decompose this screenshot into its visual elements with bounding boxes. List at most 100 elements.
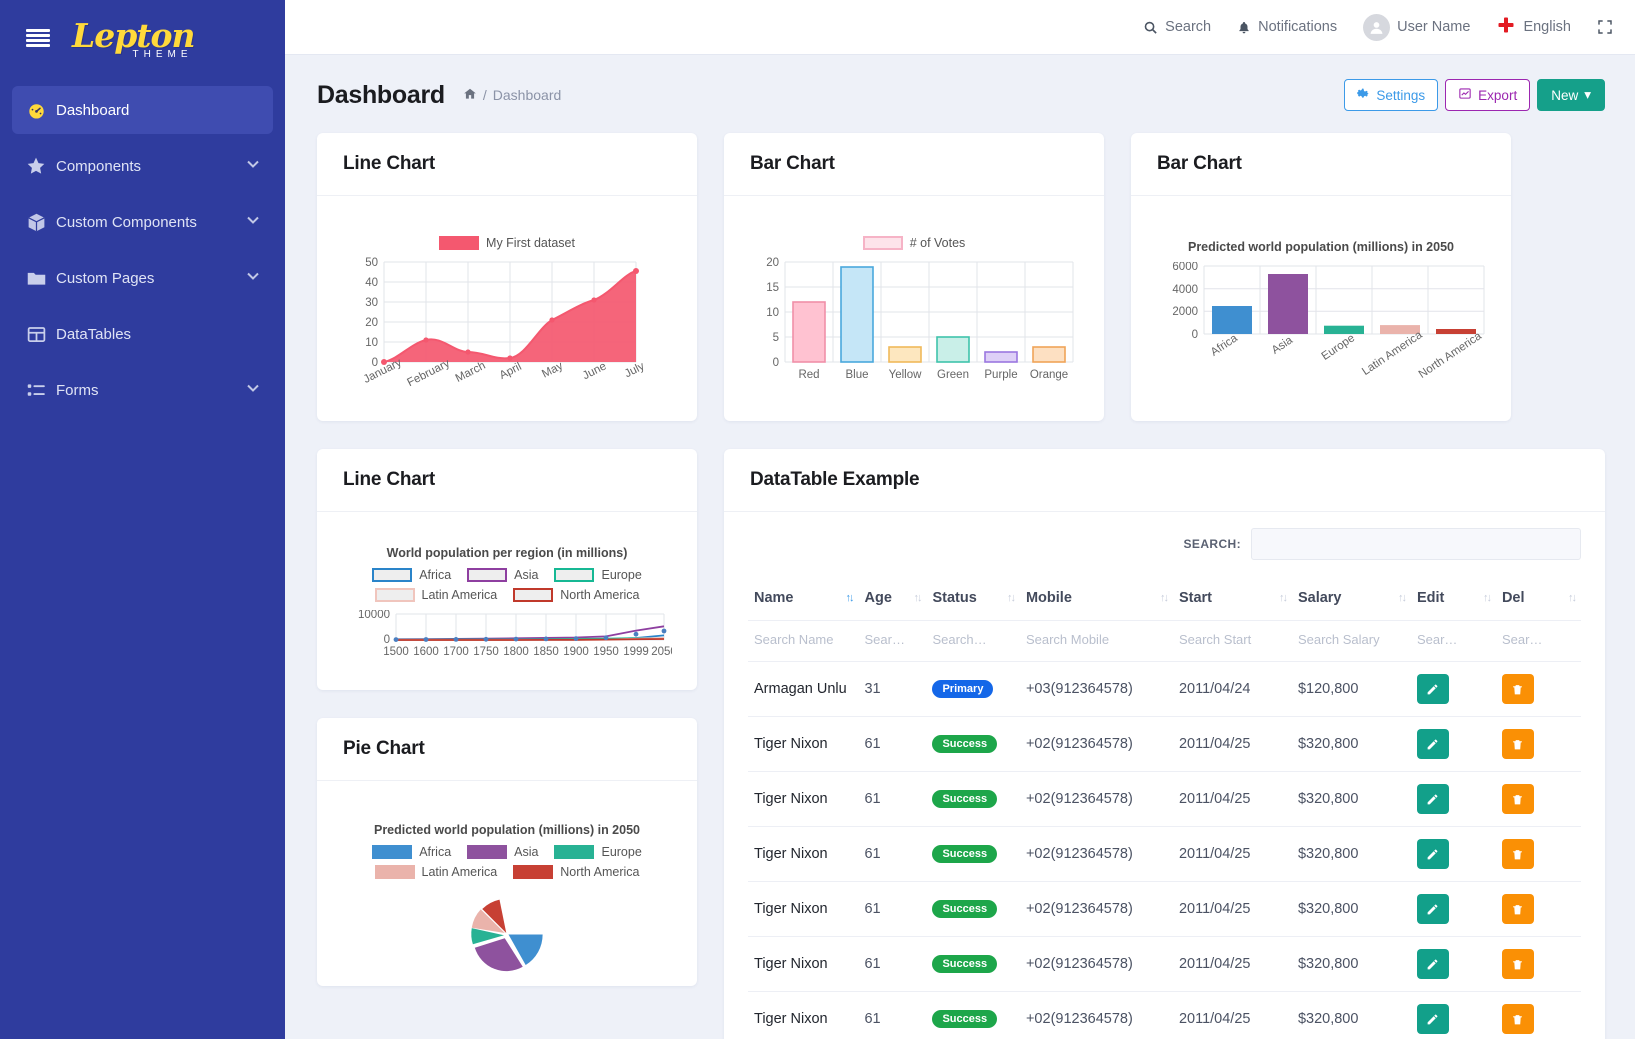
sidebar-nav: Dashboard Components Custom Components (0, 86, 285, 414)
delete-button[interactable] (1501, 839, 1534, 869)
settings-button[interactable]: Settings (1344, 79, 1439, 111)
legend-item[interactable]: Latin America (374, 865, 497, 879)
legend-item[interactable]: North America (513, 865, 639, 879)
cell-mobile: +03(912364578) (1025, 681, 1133, 697)
col-header-edit[interactable]: Edit ↑↓ (1411, 580, 1496, 621)
cell-del (1496, 992, 1581, 1039)
sidebar-item-custom-components[interactable]: Custom Components (12, 198, 273, 246)
hamburger-icon[interactable] (26, 28, 50, 48)
sidebar-item-dashboard[interactable]: Dashboard (12, 86, 273, 134)
cell-edit (1411, 882, 1496, 937)
sidebar-item-custom-pages[interactable]: Custom Pages (12, 254, 273, 302)
sidebar-item-datatables[interactable]: DataTables (12, 310, 273, 358)
svg-text:20: 20 (365, 317, 378, 329)
legend-item[interactable]: Europe (554, 845, 642, 859)
sort-icon[interactable]: ↑↓ (1006, 592, 1016, 604)
user-menu[interactable]: User Name (1363, 13, 1471, 41)
sidebar-item-label: Dashboard (56, 101, 130, 119)
cell-status: Success (926, 717, 1020, 772)
delete-button[interactable] (1501, 674, 1534, 704)
chevron-down-icon[interactable] (247, 216, 259, 228)
table-body: Search Name Sear… Search… Search Mobile … (748, 620, 1581, 1039)
sort-icon[interactable]: ↑↓ (913, 592, 922, 604)
legend-item[interactable]: Africa (372, 568, 451, 582)
datatable-search-input[interactable] (1251, 528, 1581, 560)
filter-cell-salary[interactable]: Search Salary (1292, 621, 1411, 662)
sort-icon[interactable]: ↑↓ (1568, 592, 1577, 604)
legend-item[interactable]: Latin America (374, 588, 497, 602)
chart-title: Predicted world population (millions) in… (1187, 240, 1454, 254)
chevron-down-icon[interactable] (247, 272, 259, 284)
cell-age: 61 (864, 736, 881, 752)
chevron-down-icon[interactable] (247, 384, 259, 396)
legend-label: North America (560, 588, 640, 602)
sidebar-item-forms[interactable]: Forms (12, 366, 273, 414)
status-badge: Success (932, 735, 998, 753)
col-header-start[interactable]: Start ↑↓ (1173, 580, 1292, 621)
delete-button[interactable] (1501, 729, 1534, 759)
delete-button[interactable] (1501, 949, 1534, 979)
col-header-name[interactable]: Name ↑↓ (748, 580, 858, 621)
legend-item[interactable]: Europe (554, 568, 642, 582)
series-lines (395, 625, 665, 641)
notifications-button[interactable]: Notifications (1237, 19, 1337, 35)
sort-icon[interactable]: ↑↓ (1397, 592, 1407, 604)
filter-cell-del[interactable]: Sear… (1496, 621, 1581, 662)
col-header-salary[interactable]: Salary ↑↓ (1292, 580, 1411, 621)
edit-button[interactable] (1416, 839, 1449, 869)
filter-cell-start[interactable]: Search Start (1173, 621, 1292, 662)
fullscreen-button[interactable] (1597, 19, 1613, 35)
delete-button[interactable] (1501, 1004, 1534, 1034)
search-button[interactable]: Search (1143, 19, 1211, 35)
language-selector[interactable]: English (1496, 15, 1571, 39)
legend-item[interactable]: Asia (467, 568, 538, 582)
sort-icon[interactable]: ↑↓ (1278, 592, 1288, 604)
col-header-del[interactable]: Del ↑↓ (1496, 580, 1581, 621)
col-header-mobile[interactable]: Mobile ↑↓ (1020, 580, 1173, 621)
bar-chart-2-plot: 6000 4000 2000 0 Africa (1172, 262, 1485, 381)
sort-icon[interactable]: ↑↓ (845, 592, 854, 604)
card-bar-chart-2: Bar Chart Predicted world population (mi… (1131, 133, 1511, 421)
sort-icon[interactable]: ↑↓ (1159, 592, 1169, 604)
legend-item[interactable]: Asia (467, 845, 538, 859)
filter-cell-age[interactable]: Sear… (858, 621, 926, 662)
legend-item[interactable]: # of Votes (862, 236, 965, 250)
edit-button[interactable] (1416, 949, 1449, 979)
svg-text:20: 20 (766, 257, 779, 269)
filter-cell-name[interactable]: Search Name (748, 621, 858, 662)
breadcrumb: / Dashboard (463, 87, 561, 104)
column-label: Age (864, 590, 892, 606)
status-badge: Success (932, 1010, 998, 1028)
filter-cell-edit[interactable]: Sear… (1411, 621, 1496, 662)
filter-cell-mobile[interactable]: Search Mobile (1020, 621, 1173, 662)
legend-swatch (513, 865, 554, 879)
col-header-age[interactable]: Age ↑↓ (858, 580, 926, 621)
svg-text:1500: 1500 (383, 646, 409, 658)
export-button[interactable]: Export (1445, 79, 1531, 111)
user-name-label: User Name (1397, 19, 1471, 35)
filter-cell-status[interactable]: Search… (926, 621, 1020, 662)
brand-logo[interactable]: Lepton THEME (72, 17, 196, 60)
edit-button[interactable] (1416, 729, 1449, 759)
delete-button[interactable] (1501, 784, 1534, 814)
svg-text:1999: 1999 (623, 646, 649, 658)
col-header-status[interactable]: Status ↑↓ (926, 580, 1020, 621)
new-button[interactable]: New ▾ (1537, 79, 1605, 111)
legend-item[interactable]: Africa (372, 845, 451, 859)
delete-button[interactable] (1501, 894, 1534, 924)
chevron-down-icon[interactable] (247, 160, 259, 172)
edit-button[interactable] (1416, 674, 1449, 704)
legend-item[interactable]: North America (513, 588, 639, 602)
folder-icon (26, 268, 56, 289)
chart-title: World population per region (in millions… (386, 546, 628, 560)
edit-button[interactable] (1416, 784, 1449, 814)
home-icon[interactable] (463, 87, 477, 104)
cell-age: 61 (864, 956, 881, 972)
sort-icon[interactable]: ↑↓ (1482, 592, 1492, 604)
legend-item[interactable]: My First dataset (439, 236, 575, 250)
svg-text:15: 15 (766, 282, 779, 294)
sidebar-item-components[interactable]: Components (12, 142, 273, 190)
svg-text:5: 5 (773, 332, 779, 344)
edit-button[interactable] (1416, 894, 1449, 924)
edit-button[interactable] (1416, 1004, 1449, 1034)
